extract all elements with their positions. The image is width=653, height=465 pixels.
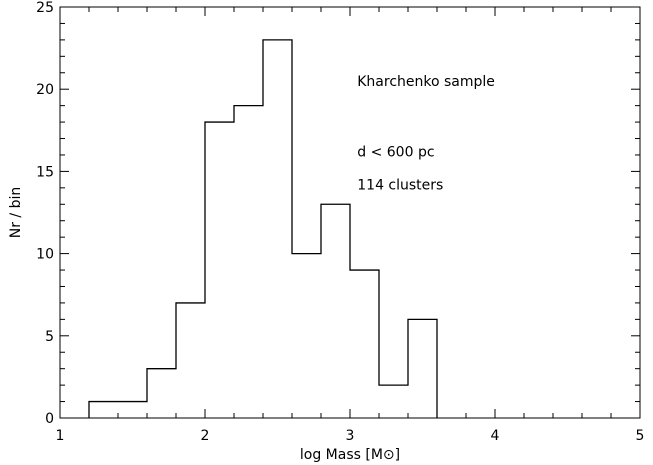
histogram-bar: [147, 369, 176, 418]
chart-annotation: Kharchenko sample: [357, 74, 495, 90]
x-axis-label: log Mass [M⊙]: [300, 447, 400, 463]
y-tick-label: 25: [36, 0, 54, 16]
histogram-bar: [118, 402, 147, 418]
x-tick-label: 4: [491, 428, 500, 444]
axes: [59, 6, 641, 419]
histogram-data: [88, 39, 438, 418]
x-tick-label: 2: [201, 428, 210, 444]
x-tick-label: 1: [56, 428, 65, 444]
y-tick-label: 15: [36, 164, 54, 180]
y-axis-label: Nr / bin: [8, 187, 24, 239]
histogram-bar: [379, 385, 408, 418]
histogram-bar: [292, 254, 321, 418]
y-tick-label: 10: [36, 247, 54, 263]
y-tick-label: 0: [45, 411, 54, 427]
histogram-bar: [234, 106, 263, 418]
histogram-bar: [350, 270, 379, 418]
histogram-bar: [321, 204, 350, 418]
chart-annotation: d < 600 pc: [357, 145, 434, 161]
y-tick-label: 5: [45, 329, 54, 345]
histogram-bar: [263, 40, 292, 418]
histogram-bar: [205, 122, 234, 418]
histogram-bar: [176, 303, 205, 418]
x-tick-label: 5: [636, 428, 645, 444]
histogram-outline: [88, 39, 438, 418]
chart-text: 1 2 3 4 5 0 5 10 15 20 25 log Mass [M⊙] Nr / bin Khar…: [8, 0, 644, 463]
y-tick-label: 20: [36, 82, 54, 98]
chart-annotation: 114 clusters: [357, 177, 443, 193]
x-tick-label: 3: [346, 428, 355, 444]
histogram-bar: [408, 319, 437, 418]
histogram-bar: [89, 402, 118, 418]
